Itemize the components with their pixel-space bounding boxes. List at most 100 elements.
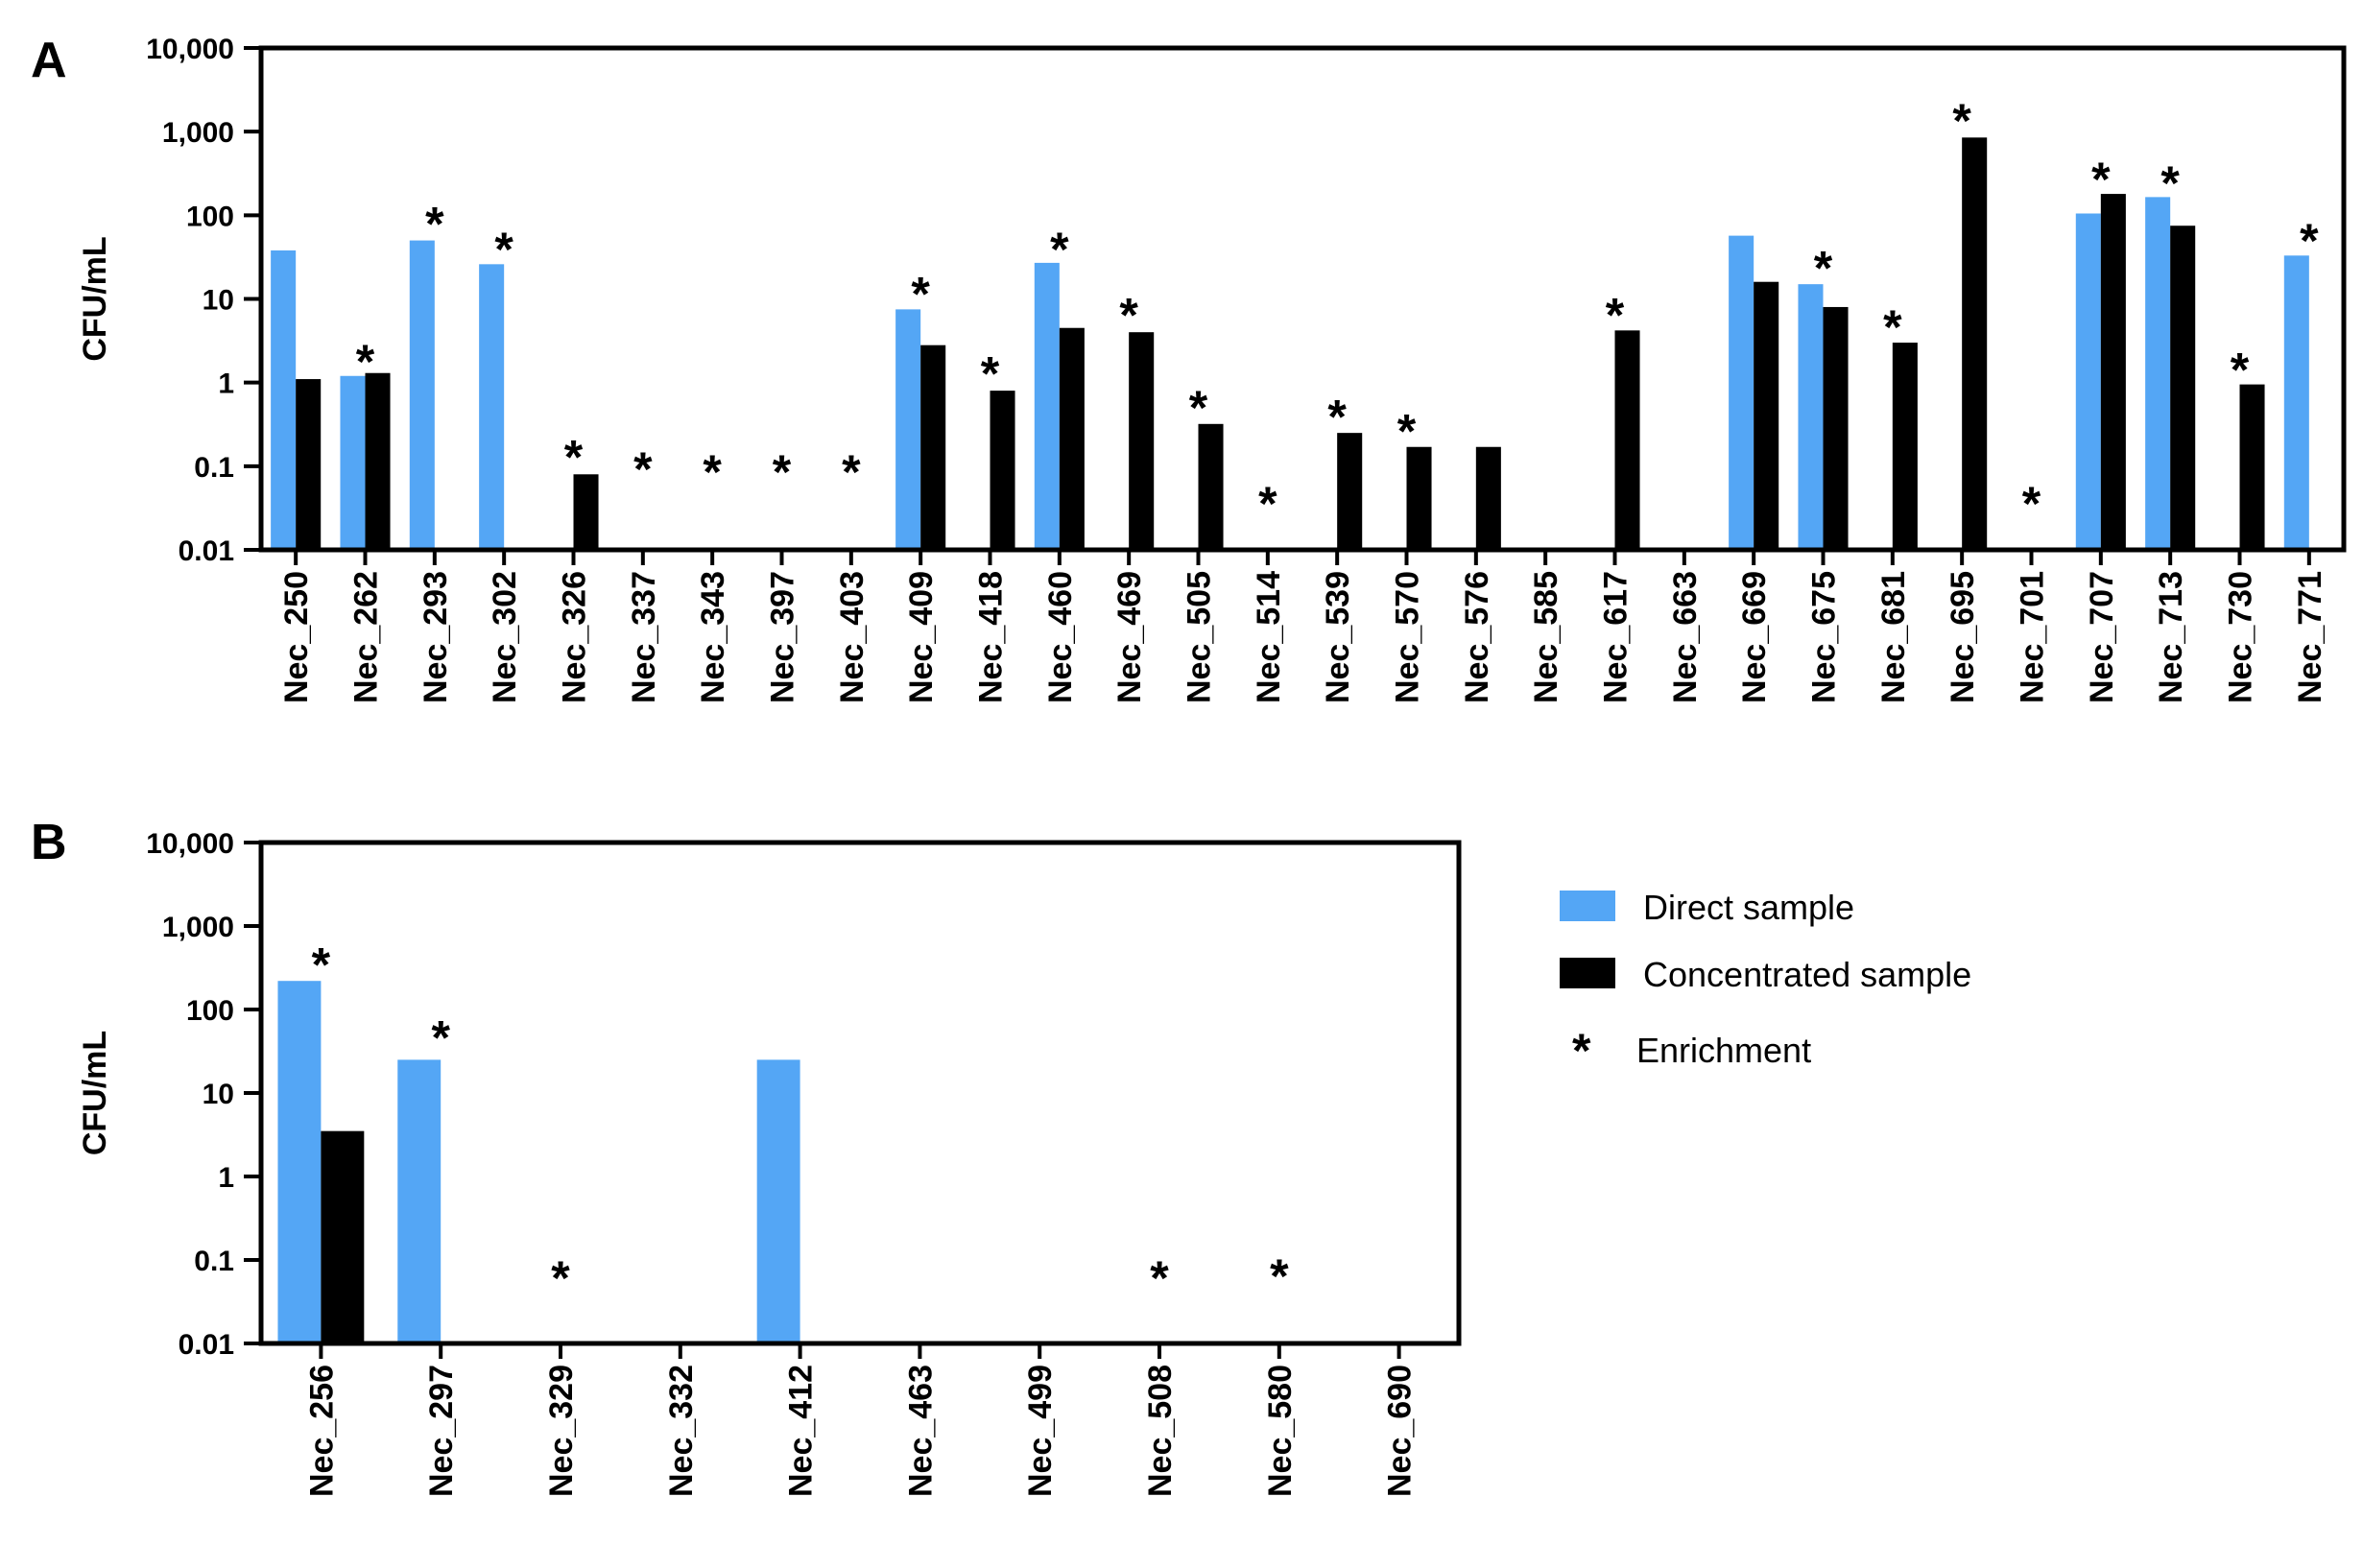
y-axis-title: CFU/mL	[77, 236, 113, 361]
category-label: Nec_332	[663, 1365, 700, 1497]
enrichment-star: *	[1814, 241, 1833, 295]
bar-direct	[2283, 255, 2309, 550]
category-label: Nec_514	[1251, 571, 1287, 703]
category-label: Nec_297	[423, 1365, 460, 1497]
category-label: Nec_730	[2223, 571, 2259, 703]
bar-direct	[1798, 284, 1824, 550]
enrichment-star: *	[1952, 94, 1971, 148]
bar-direct	[2145, 197, 2171, 550]
y-tick-label: 1,000	[162, 117, 234, 149]
category-label: Nec_469	[1111, 571, 1148, 703]
enrichment-star: *	[2160, 156, 2180, 210]
bar-concentrated	[1754, 281, 1779, 550]
enrichment-star: *	[1270, 1249, 1289, 1303]
y-tick-label: 0.1	[194, 452, 234, 484]
bar-concentrated	[1406, 446, 1432, 550]
category-label: Nec_713	[2153, 571, 2189, 703]
bar-concentrated	[573, 474, 599, 550]
category-label: Nec_580	[1262, 1365, 1299, 1497]
category-label: Nec_409	[903, 571, 940, 703]
enrichment-star: *	[494, 223, 513, 276]
y-tick-label: 0.01	[179, 535, 234, 567]
y-tick-label: 0.01	[179, 1329, 234, 1361]
category-label: Nec_508	[1142, 1365, 1179, 1497]
y-tick-label: 100	[186, 995, 234, 1027]
bar-concentrated	[1198, 423, 1224, 550]
bar-direct	[2075, 213, 2101, 550]
category-label: Nec_707	[2084, 571, 2120, 703]
bar-direct	[409, 240, 435, 550]
bar-direct	[895, 309, 921, 550]
category-label: Nec_585	[1528, 571, 1564, 703]
category-label: Nec_256	[303, 1365, 340, 1497]
y-tick-label: 1	[218, 1162, 234, 1194]
bar-direct	[340, 375, 366, 550]
enrichment-star: *	[1119, 288, 1138, 342]
y-tick-label: 10	[203, 285, 234, 317]
legend-direct-label: Direct sample	[1643, 888, 1854, 927]
bar-direct	[277, 981, 322, 1343]
category-label: Nec_505	[1182, 571, 1218, 703]
enrichment-star: *	[1050, 223, 1069, 276]
legend-concentrated-swatch	[1560, 958, 1615, 988]
enrichment-star: *	[1327, 390, 1347, 443]
category-label: Nec_343	[695, 571, 731, 703]
enrichment-star: *	[356, 335, 375, 389]
enrichment-star: *	[1189, 381, 1208, 435]
category-label: Nec_701	[2015, 571, 2051, 703]
enrichment-star: *	[2022, 477, 2041, 531]
enrichment-star: *	[1150, 1251, 1169, 1305]
panel-a: A 0.01 0.1 1 10 100 1,000 10,000 CFU/mL Nec_250 N…	[31, 33, 2347, 703]
category-label: Nec_337	[626, 571, 662, 703]
panel-b: B 0.01 0.1 1 10 100 1,000 10,000 CFU/mL Nec_256 *…	[31, 815, 1462, 1497]
bar-direct	[397, 1059, 442, 1343]
bar-concentrated	[1823, 306, 1849, 550]
enrichment-star: *	[1606, 288, 1625, 342]
category-label: Nec_412	[783, 1365, 820, 1497]
enrichment-star: *	[842, 445, 861, 499]
bar-concentrated	[1059, 327, 1085, 550]
y-tick-label: 10	[203, 1079, 234, 1110]
y-axis-title: CFU/mL	[77, 1031, 113, 1155]
bar-concentrated	[2170, 226, 2196, 551]
y-tick-label: 1	[218, 368, 234, 400]
bar-concentrated	[1129, 332, 1155, 550]
category-label: Nec_539	[1320, 571, 1356, 703]
category-label: Nec_681	[1875, 571, 1912, 703]
bar-direct	[1034, 262, 1060, 550]
category-label: Nec_293	[418, 571, 454, 703]
enrichment-star: *	[2300, 214, 2319, 268]
category-label: Nec_329	[543, 1365, 580, 1497]
legend-enrichment-symbol: *	[1572, 1024, 1591, 1078]
category-label: Nec_397	[765, 571, 801, 703]
category-label: Nec_460	[1042, 571, 1079, 703]
panel-b-letter: B	[31, 815, 67, 870]
plot-frame	[258, 45, 2347, 553]
bar-concentrated	[2239, 384, 2265, 550]
legend: Direct sample Concentrated sample * Enri…	[1560, 888, 1971, 1078]
category-label: Nec_675	[1806, 571, 1843, 703]
bar-concentrated	[365, 372, 391, 550]
category-label: Nec_326	[557, 571, 593, 703]
enrichment-star: *	[703, 445, 722, 499]
category-label: Nec_576	[1459, 571, 1495, 703]
enrichment-star: *	[911, 268, 930, 321]
y-tick-label: 10,000	[146, 34, 234, 65]
y-tick-label: 0.1	[194, 1246, 234, 1277]
plot-frame	[258, 840, 1462, 1346]
enrichment-star: *	[312, 938, 331, 992]
y-tick-label: 1,000	[162, 912, 234, 943]
enrichment-star: *	[1258, 477, 1277, 531]
category-label: Nec_690	[1382, 1365, 1419, 1497]
bar-direct	[756, 1059, 800, 1343]
category-label: Nec_663	[1667, 571, 1704, 703]
enrichment-star: *	[425, 198, 444, 251]
enrichment-star: *	[1883, 300, 1902, 354]
legend-enrichment-label: Enrichment	[1636, 1031, 1811, 1070]
category-label: Nec_463	[902, 1365, 939, 1497]
category-label: Nec_669	[1736, 571, 1773, 703]
enrichment-star: *	[1397, 404, 1417, 458]
bar-concentrated	[296, 379, 322, 550]
y-tick-label: 10,000	[146, 828, 234, 860]
